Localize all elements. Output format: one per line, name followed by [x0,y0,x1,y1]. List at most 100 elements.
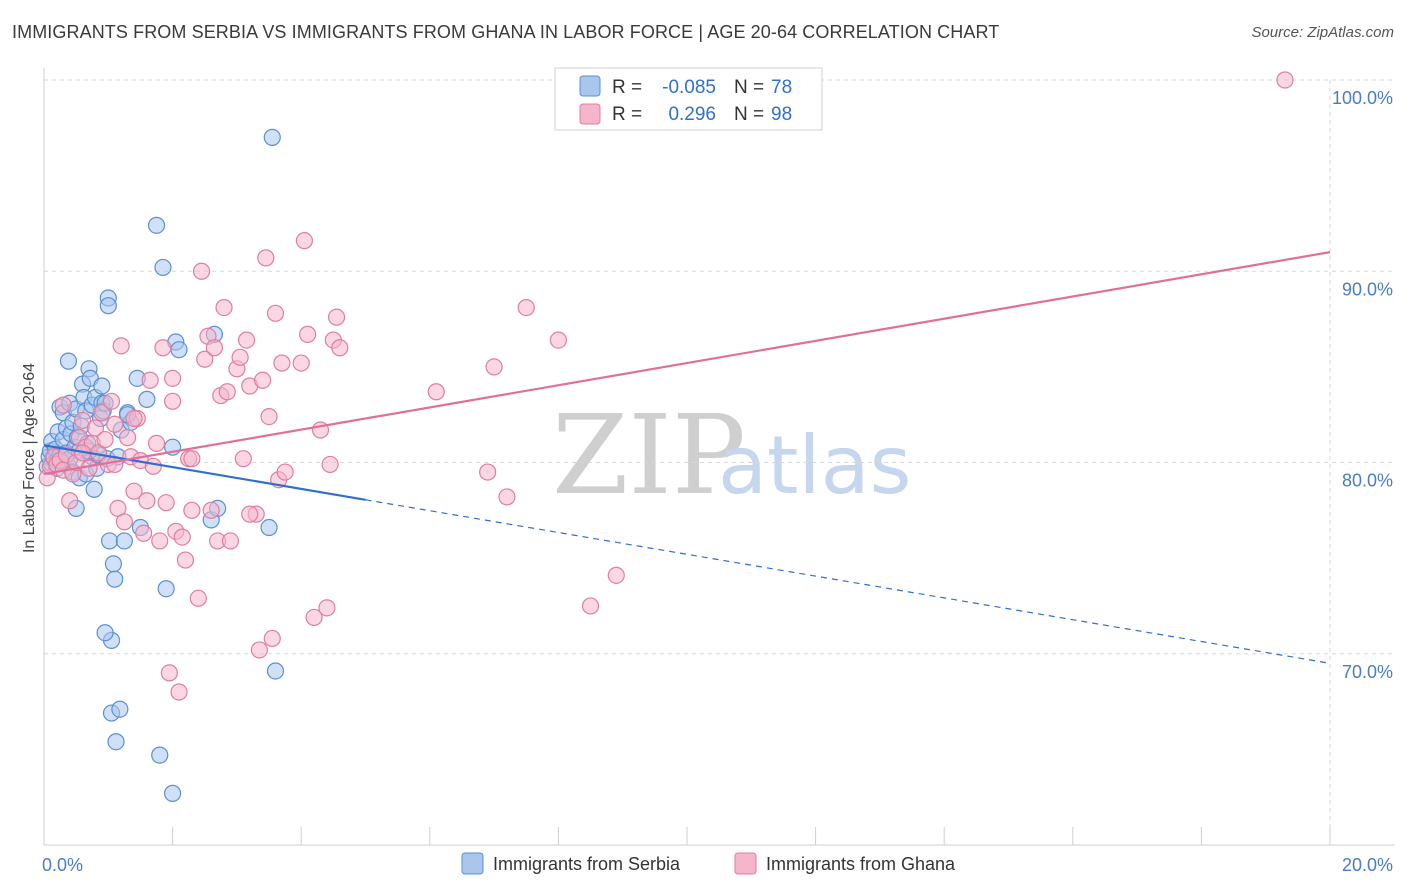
legend-swatch-ghana [734,852,757,875]
watermark-atlas-text: atlas [718,419,911,512]
ghana-point [141,371,159,389]
ghana-point [607,566,625,584]
trend-lines [43,251,1331,664]
serbia-point [151,746,169,764]
ghana-point [202,501,220,519]
ghana-point [154,339,172,357]
serbia-point [266,662,285,680]
ghana-point [305,608,323,627]
stats-n-label-ghana: N = [734,104,764,125]
ghana-point [86,419,105,437]
ghana-point [276,463,294,481]
ghana-point [96,430,114,449]
ghana-point [138,492,156,510]
serbia-point [157,580,175,598]
serbia-point [99,297,117,315]
ghana-point [115,513,133,531]
legend-swatch-serbia [461,852,484,875]
source-credit: Source: ZipAtlas.com [1251,24,1394,41]
legend-label-ghana: Immigrants from Ghana [766,854,956,874]
ghana-point [196,350,214,368]
ghana-point [517,298,535,317]
x-tick-label-1: 20.0% [1342,855,1393,875]
ghana-point [231,348,249,366]
ghana-point [170,683,188,701]
ghana-point [292,354,310,372]
ghana-point [479,463,497,481]
y-tick-labels: 70.0% 80.0% 90.0% 100.0% [1332,88,1393,682]
ghana-point [183,450,201,468]
ghana-point [102,392,121,410]
trend-line-ghana [43,251,1331,476]
ghana-point [295,232,314,250]
stats-swatch-ghana [579,103,601,125]
serbia-point [85,480,103,498]
serbia-point [170,341,188,359]
ghana-point [327,308,346,326]
ghana-point [160,664,178,682]
serbia-point [260,518,278,537]
stats-swatch-serbia [579,75,601,97]
x-tick-labels: 0.0% 20.0% [42,855,1393,875]
ghana-point [318,599,336,617]
stats-n-label-serbia: N = [734,77,764,98]
ghana-point [144,457,162,475]
ghana-point [273,354,291,372]
stats-legend: R = -0.085 N = 78 R = 0.296 N = 98 [554,67,823,131]
chart-title: IMMIGRANTS FROM SERBIA VS IMMIGRANTS FRO… [12,22,1000,42]
series-legend: Immigrants from Serbia Immigrants from G… [461,852,956,875]
ghana-point [173,528,191,546]
stats-r-label-ghana: R = [612,104,642,125]
ghana-point [61,492,79,510]
serbia-point [111,700,129,718]
ghana-point [549,331,568,349]
ghana-point [164,369,182,387]
legend-label-serbia: Immigrants from Serbia [493,854,681,874]
x-tick-label-0: 0.0% [42,855,83,875]
ghana-point [250,641,269,659]
ghana-point [257,249,275,267]
ghana-point [125,409,143,428]
serbia-point [96,624,114,642]
ghana-point [176,551,195,569]
ghana-point [215,298,233,317]
ghana-point [1276,71,1294,89]
ghana-point [331,339,349,357]
ghana-point [237,331,256,349]
serbia-point [59,352,78,370]
ghana-point [93,404,111,422]
y-tick-label-2: 90.0% [1342,279,1393,299]
y-tick-label-1: 80.0% [1342,471,1393,491]
series-ghana-points [38,71,1294,701]
ghana-point [260,408,278,426]
ghana-point [125,482,143,500]
stats-n-value-ghana: 98 [771,104,792,125]
ghana-point [183,501,201,519]
trend-line-serbia-extrapolated [365,499,1331,664]
ghana-point [106,415,124,433]
ghana-point [164,392,182,410]
ghana-point [147,434,166,452]
serbia-point [154,258,172,277]
ghana-point [205,339,223,357]
ghana-point [189,589,207,607]
y-axis-label: In Labor Force | Age 20-64 [21,363,38,553]
ghana-point [157,494,175,512]
y-tick-label-0: 70.0% [1342,662,1393,682]
ghana-point [73,411,92,430]
stats-n-value-serbia: 78 [771,77,792,98]
ghana-point [151,532,169,550]
ghana-point [54,396,72,414]
serbia-point [138,390,156,408]
stats-r-value-serbia: -0.085 [662,77,716,98]
y-tick-label-3: 100.0% [1332,88,1393,108]
serbia-point [100,532,119,550]
serbia-point [104,555,123,573]
ghana-point [321,455,339,474]
ghana-point [234,450,252,468]
serbia-point [115,532,133,550]
serbia-point [93,377,111,395]
ghana-point [218,383,236,401]
watermark-zip-text: ZIP [552,391,746,519]
